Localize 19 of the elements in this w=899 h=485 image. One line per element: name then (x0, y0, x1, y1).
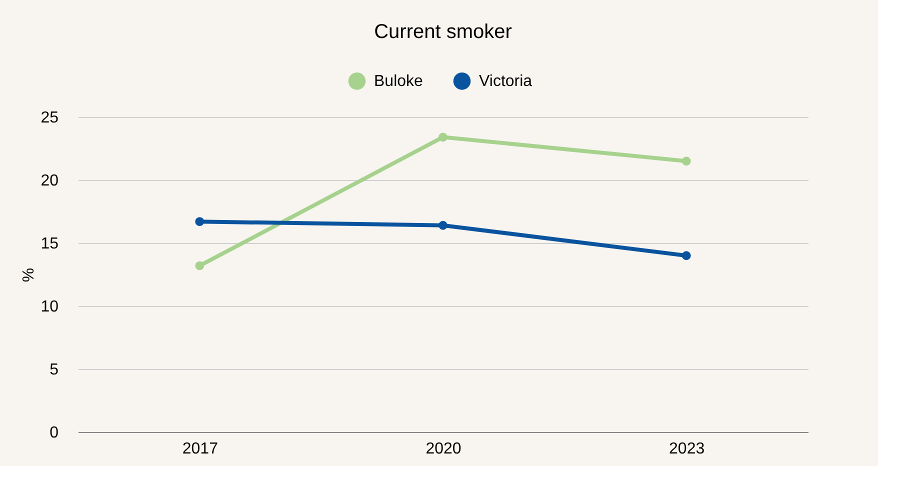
y-tick-label: 15 (40, 236, 59, 252)
legend-label: Victoria (479, 73, 532, 90)
chart-title: Current smoker (374, 21, 512, 43)
point (195, 217, 204, 226)
y-tick-label: 20 (40, 172, 59, 190)
point (438, 220, 448, 230)
point (195, 261, 204, 270)
x-tick-label: 2023 (669, 440, 705, 458)
y-axis-title: % (20, 268, 38, 282)
point (682, 251, 691, 260)
y-tick-label: 5 (50, 362, 59, 378)
x-tick-label: 2020 (426, 440, 462, 458)
y-tick-label: 0 (50, 424, 59, 442)
legend-label: Buloke (374, 73, 424, 90)
point (682, 156, 691, 166)
y-tick-label: 10 (40, 298, 59, 316)
x-tick-label: 2017 (182, 440, 218, 458)
y-tick-label: 25 (40, 110, 59, 126)
point (438, 132, 448, 142)
